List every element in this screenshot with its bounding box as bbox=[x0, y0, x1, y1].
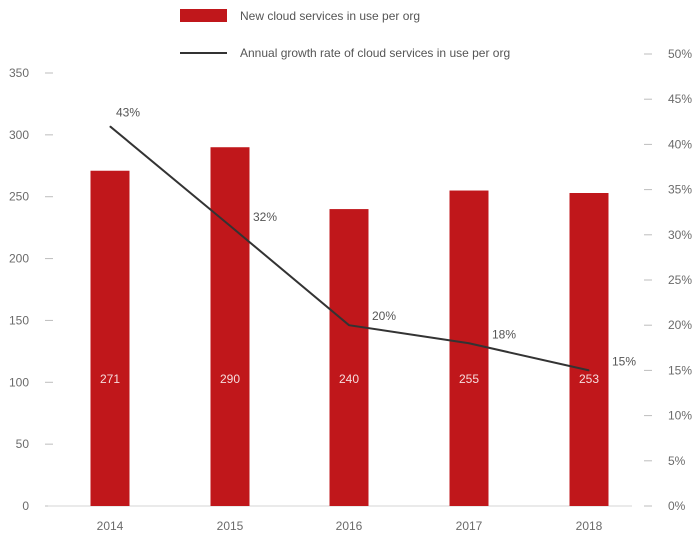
legend-bar-swatch bbox=[180, 9, 227, 22]
x-axis-tick-label: 2015 bbox=[217, 519, 244, 533]
legend: New cloud services in use per org Annual… bbox=[180, 9, 510, 60]
growth-line-layer: 43% 32% 20% 18% 15% bbox=[109, 105, 636, 372]
right-axis-tick-label: 45% bbox=[668, 92, 692, 106]
x-axis-labels: 2014 2015 2016 2017 2018 bbox=[97, 519, 603, 533]
right-axis-tick-label: 0% bbox=[668, 499, 686, 513]
bar-value-label: 271 bbox=[100, 372, 120, 386]
bar bbox=[569, 193, 609, 506]
growth-value-label: 43% bbox=[116, 105, 140, 119]
right-axis-tick-label: 25% bbox=[668, 273, 692, 287]
bar bbox=[90, 170, 130, 506]
right-axis-tick-label: 50% bbox=[668, 47, 692, 61]
growth-point bbox=[348, 324, 350, 326]
bar-value-label: 240 bbox=[339, 372, 359, 386]
bar-value-label: 253 bbox=[579, 372, 599, 386]
right-axis: 0% 5% 10% 15% 20% 25% 30% 35% 40% 45% 50% bbox=[644, 47, 692, 513]
bar bbox=[449, 190, 489, 506]
growth-value-label: 32% bbox=[253, 210, 277, 224]
right-axis-tick-label: 20% bbox=[668, 318, 692, 332]
growth-value-label: 18% bbox=[492, 327, 516, 341]
right-axis-tick-label: 15% bbox=[668, 363, 692, 377]
x-axis-tick-label: 2017 bbox=[456, 519, 483, 533]
x-axis-tick-label: 2014 bbox=[97, 519, 124, 533]
left-axis-tick-label: 250 bbox=[9, 190, 29, 204]
left-axis-tick-label: 150 bbox=[9, 313, 29, 327]
bars: 271 290 240 255 253 bbox=[90, 147, 609, 507]
growth-point bbox=[468, 342, 470, 344]
right-axis-tick-label: 35% bbox=[668, 183, 692, 197]
legend-bar-label: New cloud services in use per org bbox=[240, 9, 420, 23]
growth-value-label: 15% bbox=[612, 354, 636, 368]
bar-value-label: 290 bbox=[220, 372, 240, 386]
left-axis-tick-label: 100 bbox=[9, 375, 29, 389]
x-axis-tick-label: 2016 bbox=[336, 519, 363, 533]
bar bbox=[210, 147, 250, 506]
growth-value-label: 20% bbox=[372, 309, 396, 323]
bar bbox=[329, 209, 369, 507]
legend-line-label: Annual growth rate of cloud services in … bbox=[240, 46, 510, 60]
growth-point bbox=[229, 225, 231, 227]
left-axis: 0 50 100 150 200 250 300 350 bbox=[9, 66, 53, 513]
left-axis-tick-label: 350 bbox=[9, 66, 29, 80]
left-axis-tick-label: 50 bbox=[16, 437, 30, 451]
left-axis-tick-label: 200 bbox=[9, 252, 29, 266]
growth-point bbox=[109, 125, 111, 127]
left-axis-tick-label: 0 bbox=[22, 499, 29, 513]
bar-value-label: 255 bbox=[459, 372, 479, 386]
right-axis-tick-label: 5% bbox=[668, 454, 686, 468]
right-axis-tick-label: 40% bbox=[668, 137, 692, 151]
left-axis-tick-label: 300 bbox=[9, 128, 29, 142]
growth-point bbox=[588, 369, 590, 371]
right-axis-tick-label: 30% bbox=[668, 228, 692, 242]
right-axis-tick-label: 10% bbox=[668, 409, 692, 423]
x-axis-tick-label: 2018 bbox=[576, 519, 603, 533]
